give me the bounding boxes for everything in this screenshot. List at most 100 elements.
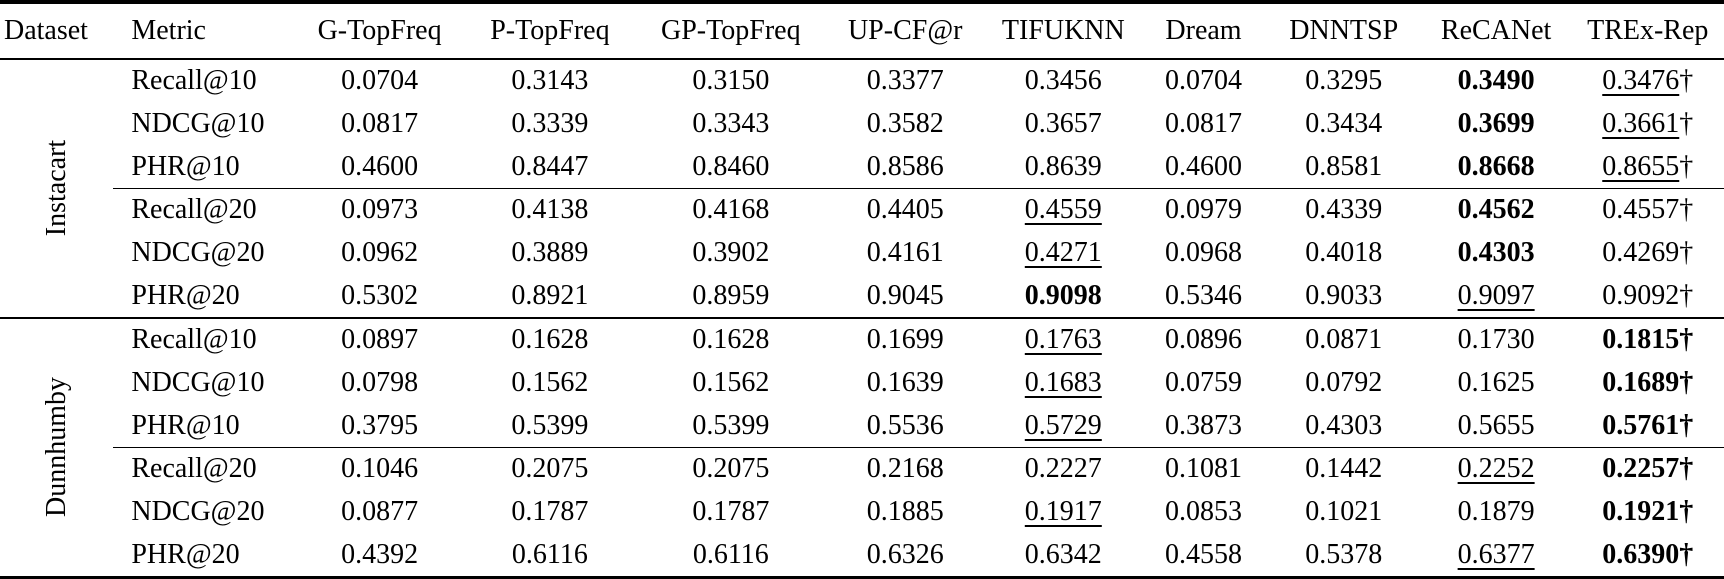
metric-value: 0.3490 [1457,65,1535,97]
metric-value: 0.5302 [341,279,419,311]
metric-value: 0.5729 [1024,409,1102,441]
value-cell: 0.8668 [1421,145,1572,188]
dagger-mark: † [1679,495,1694,527]
metric-value: 0.1639 [866,366,944,398]
metric-value: 0.1787 [692,495,770,527]
metric-value: 0.1562 [692,366,770,398]
metric-value: 0.8668 [1457,150,1535,182]
metric-value: 0.1879 [1457,495,1535,527]
metric-value: 0.3889 [511,236,589,268]
dagger-mark: † [1679,150,1694,182]
column-header-dnntsp: DNNTSP [1266,2,1421,60]
metric-value: 0.9045 [866,279,944,311]
metric-value: 0.3873 [1165,409,1242,441]
metric-value: 0.4392 [341,538,419,570]
table-row: PHR@20 0.4392 0.6116 0.6116 0.6326 0.6342 0.45… [0,533,1724,577]
value-cell: 0.2168 [824,446,987,491]
metric-value: 0.3143 [511,65,589,97]
table-row: NDCG@10 0.0798 0.1562 0.1562 0.1639 0.1683 0.0… [0,362,1724,405]
metric-value: 0.3377 [866,65,944,97]
column-header-dream: Dream [1140,2,1267,60]
value-cell: 0.0896 [1140,316,1267,362]
value-cell: 0.0962 [297,232,462,275]
metric-value: 0.1683 [1024,366,1102,398]
metric-value: 0.4405 [866,194,944,226]
metric-value: 0.6116 [511,538,588,570]
value-cell: 0.3873 [1140,404,1266,447]
metric-value: 0.1921 [1602,495,1680,527]
metric-value: 0.0798 [341,366,419,398]
metric-value: 0.4269 [1602,236,1680,268]
metric-value: 0.5655 [1457,409,1535,441]
value-cell: 0.2227 [986,446,1141,491]
value-cell: 0.0817 [1140,103,1266,146]
table-row: Instacart Recall@10 0.0704 0.3143 0.3150 0.33… [0,59,1724,236]
metric-value: 0.6342 [1024,538,1102,570]
value-cell: 0.3476† [1572,59,1724,103]
value-cell: 0.3343 [638,103,825,146]
metric-value: 0.1442 [1305,453,1383,485]
metric-value: 0.4339 [1305,194,1383,226]
value-cell: 0.3456 [986,59,1140,103]
metric-value: 0.6116 [692,538,769,570]
value-cell: 0.1787 [462,491,637,534]
value-cell: 0.4303 [1267,404,1421,447]
value-cell: 0.1917 [986,491,1140,534]
value-cell: 0.4559 [986,187,1141,232]
metric-value: 0.8921 [511,279,589,311]
value-cell: 0.5378 [1267,533,1421,577]
dagger-mark: † [1679,366,1694,398]
metric-value: 0.9097 [1457,279,1535,311]
value-cell: 0.1730 [1420,316,1572,362]
value-cell: 0.2257† [1571,446,1724,491]
value-cell: 0.0704 [297,59,462,103]
value-cell: 0.1815† [1571,316,1724,362]
value-cell: 0.4339 [1266,187,1421,232]
metric-value: 0.3476 [1602,65,1680,97]
metric-value: 0.4558 [1165,538,1242,570]
value-cell: 0.5536 [824,404,986,447]
value-cell: 0.3339 [462,103,637,146]
table-row: NDCG@20 0.0962 0.3889 0.3902 0.4161 0.4271 0.0… [0,232,1724,275]
metric-value: 0.5378 [1305,538,1383,570]
metric-value: 0.8447 [511,150,589,182]
metric-value: 0.4600 [341,150,419,182]
value-cell: 0.0871 [1266,316,1421,362]
metric-value: 0.4303 [1457,236,1535,268]
metric-cell: NDCG@20 [131,236,265,268]
value-cell: 0.6390† [1572,533,1724,577]
column-header-recanet: ReCANet [1420,2,1572,60]
metric-value: 0.5761 [1602,409,1680,441]
metric-value: 0.0896 [1165,324,1242,356]
value-cell: 0.5302 [297,274,462,318]
value-cell: 0.3657 [986,103,1140,146]
metric-value: 0.1699 [866,324,944,356]
value-cell: 0.4271 [986,232,1140,275]
metric-value: 0.3150 [692,65,770,97]
metric-value: 0.0817 [341,108,419,140]
value-cell: 0.3902 [638,232,825,275]
table-header: Dataset Metric G-TopFreq P-TopFreq GP-TopFre… [0,2,1724,60]
value-cell: 0.1442 [1266,446,1421,491]
value-cell: 0.0817 [297,103,462,146]
column-header-trex-rep: TREx-Rep [1571,2,1724,60]
metric-value: 0.3343 [692,108,770,140]
value-cell: 0.9045 [824,274,986,318]
value-cell: 0.4405 [824,187,987,232]
value-cell: 0.5399 [462,404,637,447]
metric-value: 0.1625 [1457,366,1535,398]
value-cell: 0.8447 [462,145,637,188]
value-cell: 0.0877 [297,491,462,534]
metric-value: 0.8586 [866,150,944,182]
metric-cell: PHR@20 [131,538,240,570]
metric-value: 0.3699 [1457,108,1535,140]
metric-value: 0.0979 [1165,194,1242,226]
value-cell: 0.3661† [1572,103,1724,146]
metric-value: 0.2075 [511,453,589,485]
metric-cell: NDCG@10 [131,366,265,398]
value-cell: 0.1639 [824,362,986,405]
metric-value: 0.4562 [1457,194,1535,226]
metric-value: 0.8581 [1305,150,1383,182]
metric-value: 0.3582 [866,108,944,140]
metric-value: 0.8959 [692,279,770,311]
